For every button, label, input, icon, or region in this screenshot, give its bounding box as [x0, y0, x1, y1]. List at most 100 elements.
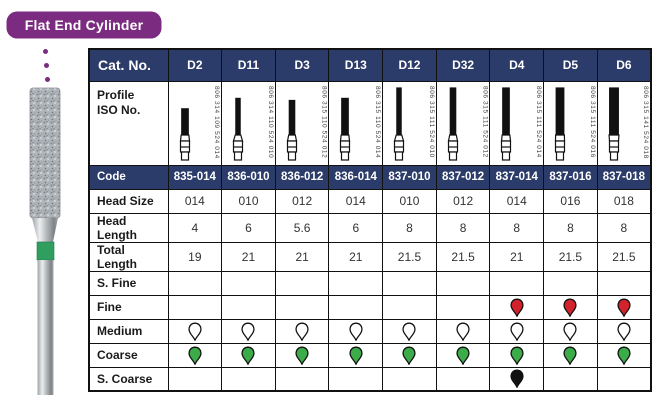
value-cell-d2: 014	[167, 188, 223, 214]
value-cell-d4: 21	[489, 241, 545, 272]
iso-number-text: 806 315 111 524 010	[427, 85, 435, 158]
grit-cell-d6	[596, 294, 652, 320]
value-cell-d13: 6	[328, 212, 384, 243]
value-cell-d4: 014	[489, 188, 545, 214]
col-header-d32: D32	[435, 48, 491, 82]
grit-diamond-icon-green	[563, 346, 577, 365]
grit-cell-d5	[543, 270, 598, 296]
grit-cell-d32	[435, 366, 491, 392]
iso-number-text: 806 315 111 524 016	[588, 85, 596, 158]
row-label-code: Code	[88, 164, 169, 190]
row-label-medium: Medium	[88, 318, 169, 344]
iso-number-text: 806 315 111 524 012	[481, 85, 489, 158]
bur-profile-icon	[447, 86, 459, 161]
grit-diamond-icon-white	[456, 322, 470, 341]
grit-cell-d3	[274, 270, 330, 296]
grit-cell-d11	[221, 366, 276, 392]
grit-diamond-icon-red	[563, 298, 577, 317]
col-header-d3: D3	[274, 48, 330, 82]
value-cell-d5: 21.5	[543, 241, 598, 272]
iso-number-text: 806 315 111 524 014	[535, 85, 543, 158]
value-cell-d13: 21	[328, 241, 384, 272]
grit-diamond-icon-white	[241, 322, 256, 341]
grit-diamond-icon-white	[510, 322, 524, 341]
bur-profile-icon	[554, 86, 566, 161]
value-cell-d3: 5.6	[274, 212, 330, 243]
bur-green-band	[36, 241, 55, 261]
grit-diamond-icon-green	[402, 346, 417, 365]
iso-number-text: 806 315 141 524 018	[642, 85, 649, 159]
grit-diamond-icon-red	[617, 298, 631, 317]
grit-diamond-icon-red	[510, 298, 524, 317]
profile-cell-d4: 806 315 111 524 014	[489, 80, 545, 166]
grit-cell-d5	[543, 294, 598, 320]
grit-cell-d12	[382, 366, 437, 392]
profile-cell-d5: 806 315 111 524 016	[543, 80, 598, 166]
grit-diamond-icon-white	[402, 322, 417, 341]
value-cell-d11: 836-010	[221, 164, 276, 190]
value-cell-d11: 21	[221, 241, 276, 272]
grit-cell-d13	[328, 366, 384, 392]
value-cell-d4: 837-014	[489, 164, 545, 190]
row-label-head-size: Head Size	[88, 188, 169, 214]
grit-diamond-icon-white	[349, 322, 363, 341]
value-cell-d6: 21.5	[596, 241, 652, 272]
grit-cell-d12	[382, 270, 437, 296]
grit-diamond-icon-green	[456, 346, 470, 365]
spec-table-body: Cat. No. D2 D11 D3 D13 D12 D32 D4 D5 D6 Profile IS…	[88, 48, 652, 392]
col-header-cat-no: Cat. No.	[88, 48, 169, 82]
col-header-d6: D6	[596, 48, 652, 82]
col-header-d2: D2	[167, 48, 223, 82]
page-title-badge: Flat End Cylinder	[8, 13, 160, 37]
bur-diamond-head	[29, 87, 61, 219]
grit-diamond-icon-white	[188, 322, 202, 341]
grit-cell-d4	[489, 318, 545, 344]
grit-cell-d3	[274, 342, 330, 368]
grit-diamond-icon-green	[349, 346, 363, 365]
grit-cell-d3	[274, 318, 330, 344]
grit-cell-d11	[221, 318, 276, 344]
bur-profile-icon	[608, 86, 620, 161]
grit-cell-d32	[435, 318, 491, 344]
value-cell-d13: 014	[328, 188, 384, 214]
grit-cell-d6	[596, 318, 652, 344]
row-label-profile-iso: Profile ISO No.	[88, 80, 169, 166]
bur-profile-icon	[340, 97, 351, 161]
decorative-dot	[44, 63, 49, 68]
col-header-d11: D11	[221, 48, 276, 82]
iso-number-text: 806 314 109 524 014	[213, 85, 221, 159]
value-cell-d5: 8	[543, 212, 598, 243]
grit-cell-d5	[543, 366, 598, 392]
grit-diamond-icon-white	[563, 322, 577, 341]
bur-profile-icon	[501, 86, 512, 161]
row-label-s-coarse: S. Coarse	[88, 366, 169, 392]
value-cell-d6: 018	[596, 188, 652, 214]
grit-cell-d12	[382, 342, 437, 368]
grit-cell-d6	[596, 270, 652, 296]
value-cell-d32: 8	[435, 212, 491, 243]
grit-cell-d2	[167, 366, 223, 392]
bur-product-image	[29, 87, 61, 395]
value-cell-d3: 836-012	[274, 164, 330, 190]
value-cell-d13: 836-014	[328, 164, 384, 190]
grit-cell-d4	[489, 270, 545, 296]
bur-profile-icon	[179, 107, 190, 161]
value-cell-d5: 016	[543, 188, 598, 214]
value-cell-d3: 012	[274, 188, 330, 214]
value-cell-d6: 837-018	[596, 164, 652, 190]
grit-cell-d4	[489, 294, 545, 320]
grit-cell-d2	[167, 318, 223, 344]
iso-number-text: 806 315 110 524 014	[374, 85, 382, 158]
col-header-d13: D13	[328, 48, 384, 82]
grit-cell-d3	[274, 294, 330, 320]
grit-cell-d2	[167, 294, 223, 320]
grit-cell-d6	[596, 366, 652, 392]
value-cell-d2: 4	[167, 212, 223, 243]
value-cell-d32: 837-012	[435, 164, 491, 190]
profile-cell-d12: 806 315 111 524 010	[382, 80, 437, 166]
value-cell-d32: 21.5	[435, 241, 491, 272]
grit-cell-d2	[167, 342, 223, 368]
value-cell-d12: 8	[382, 212, 437, 243]
grit-cell-d5	[543, 342, 598, 368]
grit-cell-d2	[167, 270, 223, 296]
